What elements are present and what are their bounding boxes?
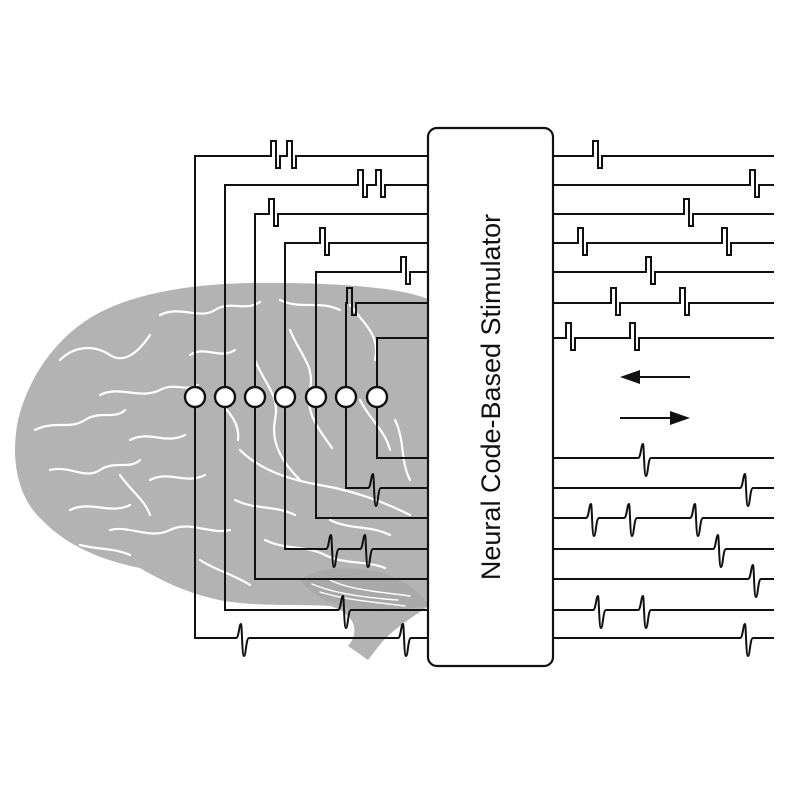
electrode	[334, 385, 358, 409]
recording-channel-left	[284, 397, 428, 569]
electrode	[213, 385, 237, 409]
stimulation-channel-left	[284, 227, 428, 397]
arrow-right-icon	[620, 411, 690, 425]
stimulation-output-channel	[553, 287, 774, 316]
stimulation-output-channel	[553, 256, 774, 285]
brain-silhouette	[15, 282, 430, 660]
stimulation-output-channel	[553, 322, 774, 351]
electrode-array	[183, 385, 389, 409]
left-wires	[194, 140, 428, 658]
recording-channel-left	[315, 397, 428, 519]
stimulator-box	[426, 126, 555, 668]
stimulation-channel-left	[224, 169, 428, 397]
recording-input-channel	[553, 442, 774, 478]
stimulation-output-channel	[553, 140, 774, 169]
recording-input-channel	[553, 622, 774, 658]
electrode	[273, 385, 297, 409]
recording-input-channel	[553, 563, 774, 599]
stimulator-label: Neural Code-Based Stimulator	[476, 214, 506, 580]
recording-input-channel	[553, 502, 774, 538]
recording-channel-left	[194, 397, 428, 658]
electrode	[365, 385, 389, 409]
stimulation-output-channel	[553, 198, 774, 227]
electrode	[243, 385, 267, 409]
recording-input-channel	[553, 594, 774, 630]
stimulation-output-channel	[553, 227, 774, 256]
recording-input-channel	[553, 533, 774, 569]
right-wires	[553, 140, 774, 658]
stimulation-channel-left	[376, 337, 428, 397]
recording-channel-left	[376, 397, 428, 459]
stimulation-channel-left	[194, 140, 428, 397]
stimulation-channel-left	[345, 287, 428, 397]
electrode	[304, 385, 328, 409]
stimulation-channel-left	[254, 198, 428, 397]
stimulation-output-channel	[553, 169, 774, 198]
stimulation-channel-left	[315, 256, 428, 397]
arrow-left-icon	[620, 370, 690, 384]
recording-channel-left	[345, 397, 428, 508]
electrode	[183, 385, 207, 409]
brain-illustration	[15, 282, 430, 660]
recording-channel-left	[254, 397, 428, 580]
brain-sulci	[33, 298, 412, 607]
recording-channel-left	[224, 397, 428, 630]
recording-input-channel	[553, 472, 774, 508]
